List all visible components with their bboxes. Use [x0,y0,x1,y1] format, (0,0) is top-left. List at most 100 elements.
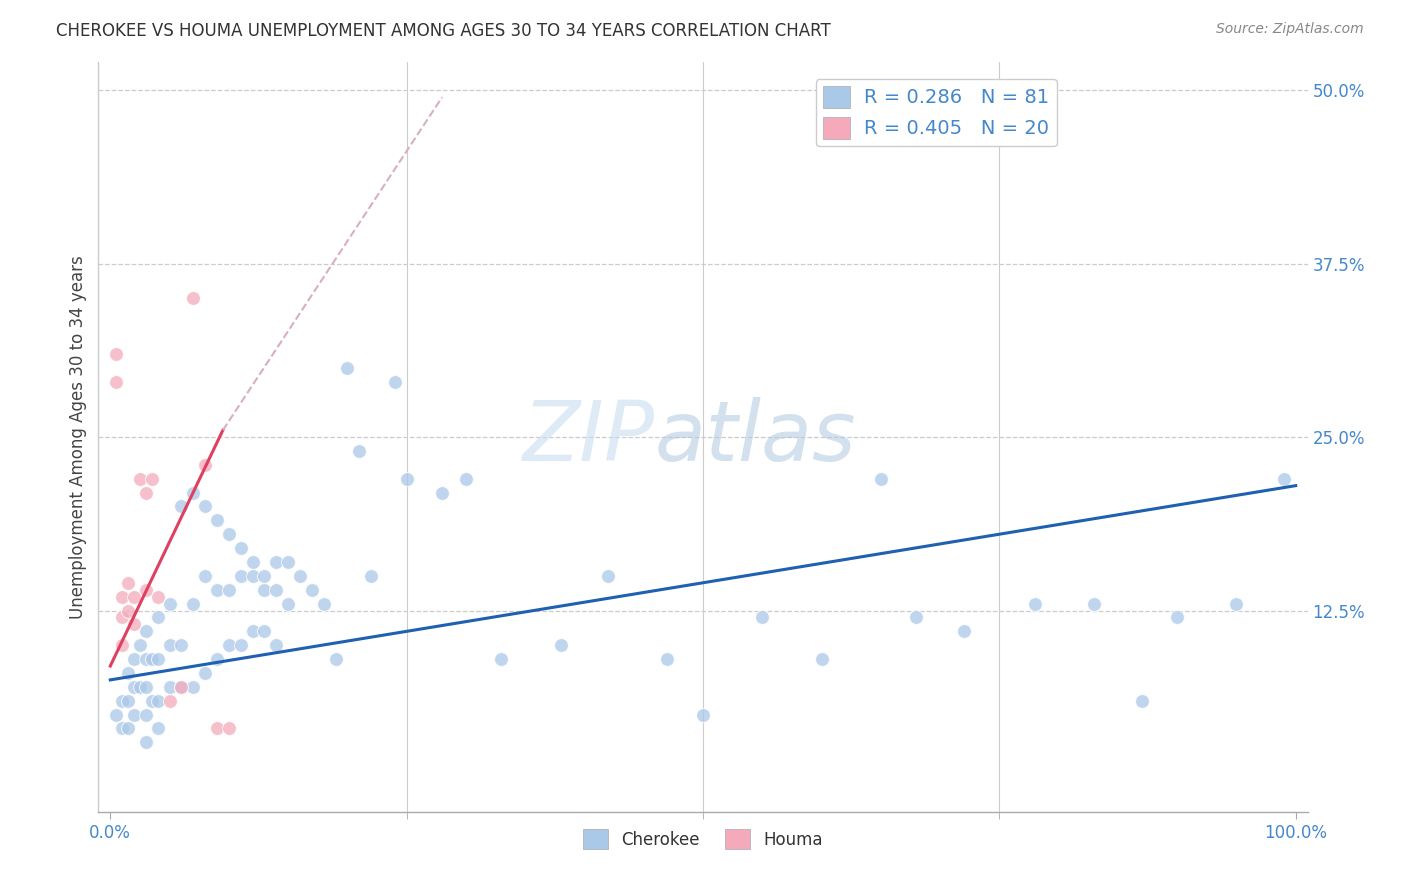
Point [1272,472,1295,486]
Point [1225,597,1247,611]
Point [1024,597,1046,611]
Point [288,569,311,583]
Point [135,680,157,694]
Point [117,575,139,590]
Point [117,722,139,736]
Point [395,472,418,486]
Point [205,722,228,736]
Point [135,735,157,749]
Point [312,597,335,611]
Point [181,680,204,694]
Point [141,652,163,666]
Point [218,638,240,652]
Point [129,680,152,694]
Point [751,610,773,624]
Point [111,722,134,736]
Point [384,375,406,389]
Point [194,665,217,680]
Point [135,707,157,722]
Point [159,638,181,652]
Text: Source: ZipAtlas.com: Source: ZipAtlas.com [1216,22,1364,37]
Point [105,707,128,722]
Point [159,680,181,694]
Point [218,722,240,736]
Point [146,590,169,604]
Point [454,472,477,486]
Point [598,569,620,583]
Point [181,291,204,305]
Point [146,694,169,708]
Point [122,617,145,632]
Point [550,638,572,652]
Point [1130,694,1153,708]
Point [111,694,134,708]
Point [111,610,134,624]
Point [810,652,832,666]
Point [117,603,139,617]
Point [253,569,276,583]
Point [347,444,370,458]
Point [325,652,347,666]
Point [229,569,252,583]
Y-axis label: Unemployment Among Ages 30 to 34 years: Unemployment Among Ages 30 to 34 years [69,255,87,619]
Point [194,458,217,472]
Point [170,638,193,652]
Point [905,610,928,624]
Point [205,513,228,527]
Legend: Cherokee, Houma: Cherokee, Houma [576,822,830,855]
Point [194,500,217,514]
Point [159,597,181,611]
Point [111,638,134,652]
Point [205,652,228,666]
Point [141,694,163,708]
Point [117,665,139,680]
Text: ZIP: ZIP [523,397,655,477]
Point [135,652,157,666]
Point [277,555,299,569]
Point [122,590,145,604]
Text: atlas: atlas [655,397,856,477]
Point [122,680,145,694]
Point [657,652,679,666]
Point [135,485,157,500]
Text: CHEROKEE VS HOUMA UNEMPLOYMENT AMONG AGES 30 TO 34 YEARS CORRELATION CHART: CHEROKEE VS HOUMA UNEMPLOYMENT AMONG AGE… [56,22,831,40]
Point [336,360,359,375]
Point [242,624,264,639]
Point [218,527,240,541]
Point [146,610,169,624]
Point [194,569,217,583]
Point [229,638,252,652]
Point [253,582,276,597]
Point [432,485,454,500]
Point [264,638,287,652]
Point [135,582,157,597]
Point [146,722,169,736]
Point [1083,597,1105,611]
Point [117,694,139,708]
Point [491,652,513,666]
Point [692,707,714,722]
Point [301,582,323,597]
Point [229,541,252,555]
Point [111,590,134,604]
Point [170,680,193,694]
Point [952,624,974,639]
Point [242,555,264,569]
Point [218,582,240,597]
Point [264,582,287,597]
Point [869,472,891,486]
Point [129,472,152,486]
Point [253,624,276,639]
Point [181,597,204,611]
Point [360,569,382,583]
Point [170,500,193,514]
Point [129,638,152,652]
Point [122,652,145,666]
Point [105,347,128,361]
Point [146,652,169,666]
Point [277,597,299,611]
Point [122,707,145,722]
Point [135,624,157,639]
Point [242,569,264,583]
Point [170,680,193,694]
